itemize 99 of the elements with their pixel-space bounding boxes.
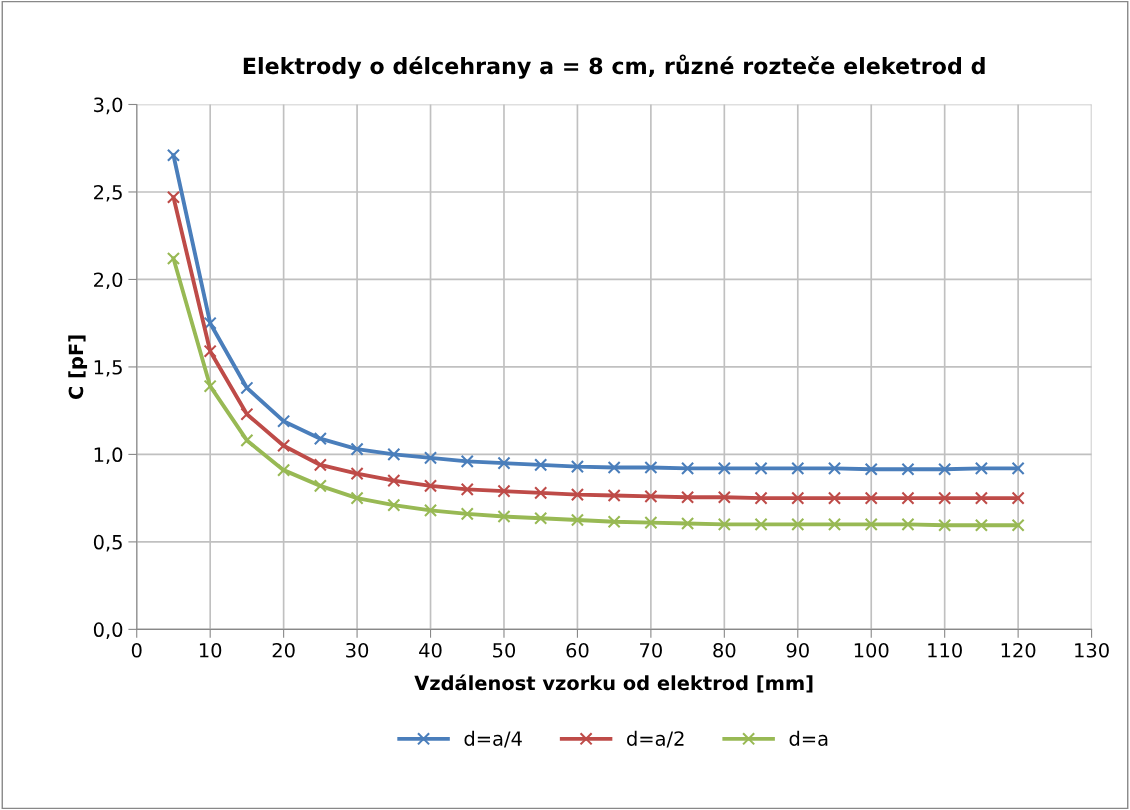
point (203, 344, 217, 358)
y-tick-label: 2,5 (94, 184, 122, 202)
point (607, 488, 621, 503)
point (497, 456, 511, 470)
point (387, 474, 401, 488)
point (497, 484, 511, 498)
legend-label: d=a/2 (627, 730, 684, 748)
point (497, 509, 511, 524)
x-tick-label: 130 (1075, 642, 1109, 658)
point (460, 454, 474, 468)
point (570, 513, 585, 527)
point (791, 517, 805, 531)
x-tick-label: 10 (199, 642, 222, 658)
point (423, 451, 438, 465)
point (1011, 461, 1025, 475)
point (166, 148, 181, 162)
point (350, 491, 364, 505)
point (974, 518, 988, 532)
x-tick-label: 50 (493, 642, 516, 658)
x-axis-title: Vzdálenost vzorku od elektrod [mm] (414, 674, 813, 693)
point (864, 491, 878, 505)
point (277, 439, 291, 453)
x-tick-label: 30 (346, 642, 369, 658)
point (938, 462, 952, 476)
y-tick-label: 0,5 (93, 534, 122, 552)
x-tick-label: 100 (854, 642, 889, 658)
point (423, 479, 438, 493)
x-tick-label: 90 (786, 642, 809, 658)
x-tick-label: 120 (1001, 642, 1036, 658)
point (901, 491, 915, 505)
point (827, 517, 842, 531)
point (681, 461, 695, 475)
point (717, 490, 731, 504)
point (1011, 518, 1025, 532)
point (203, 316, 217, 330)
x-tick-label: 110 (928, 642, 962, 658)
point (350, 467, 364, 481)
point (534, 486, 548, 500)
point (313, 479, 327, 493)
point (791, 461, 805, 475)
point (827, 491, 842, 505)
point (717, 517, 731, 531)
point (570, 460, 585, 474)
x-tick-label: 80 (713, 642, 736, 658)
point (1011, 491, 1025, 505)
point (240, 433, 254, 448)
point (644, 516, 658, 530)
point (350, 442, 364, 456)
x-tick-label: 0 (131, 642, 142, 658)
point (387, 498, 401, 512)
legend-label: d=a (789, 730, 828, 746)
point (313, 432, 327, 446)
point (460, 482, 474, 496)
point (938, 491, 952, 505)
point (827, 461, 842, 475)
point (607, 515, 621, 529)
point (754, 517, 768, 531)
point (166, 190, 181, 204)
point (901, 517, 915, 531)
x-tick-label: 40 (419, 642, 442, 658)
legend-label: d=a/4 (464, 730, 522, 748)
point (534, 458, 548, 472)
point (313, 458, 327, 472)
point (754, 461, 768, 475)
point (570, 488, 585, 502)
point (681, 516, 695, 531)
point (277, 414, 291, 428)
x-tick-label: 20 (272, 642, 295, 658)
y-tick-label: 2,0 (94, 272, 123, 290)
chart-title: Elektrody o délcehrany a = 8 cm, různé rozteče eleketrod d (243, 54, 985, 79)
point (240, 407, 254, 421)
point (203, 379, 217, 393)
point (277, 463, 291, 477)
x-tick-label: 70 (640, 642, 662, 658)
y-tick-label: 1,0 (94, 447, 123, 465)
point (864, 517, 878, 531)
point (460, 507, 474, 521)
point (240, 381, 254, 395)
point (644, 460, 658, 475)
point (607, 460, 621, 475)
y-tick-label: 1,5 (94, 360, 122, 377)
point (387, 447, 401, 462)
point (717, 461, 731, 475)
y-tick-label: 0,0 (93, 622, 123, 640)
x-tick-label: 60 (566, 642, 589, 658)
point (938, 518, 952, 532)
point (644, 489, 658, 503)
point (754, 491, 768, 505)
point (901, 462, 915, 476)
point (974, 461, 988, 475)
point (864, 462, 878, 476)
point (423, 503, 438, 517)
point (534, 511, 548, 525)
point (791, 491, 805, 505)
point (166, 251, 181, 266)
point (681, 490, 695, 504)
point (974, 491, 988, 505)
y-tick-label: 3,0 (94, 97, 123, 115)
y-axis-title: C [pF] (68, 335, 88, 399)
